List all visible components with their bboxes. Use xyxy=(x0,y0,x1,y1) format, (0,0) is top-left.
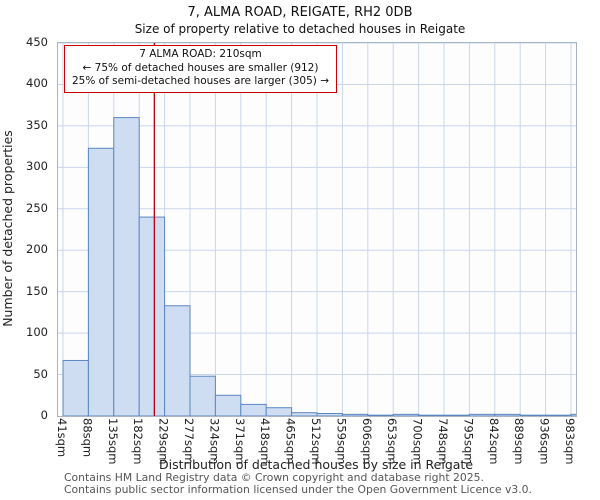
histogram-bar xyxy=(468,413,496,416)
x-tick-label: 653sqm xyxy=(385,418,400,465)
x-tick-label: 983sqm xyxy=(563,418,577,465)
histogram-bar xyxy=(291,412,318,416)
histogram-bar xyxy=(367,414,394,416)
histogram-bar xyxy=(418,414,445,416)
x-axis-tick-labels: 41sqm 88sqm 135sqm 182sqm 229sqm 277sqm 324sqm… xyxy=(55,418,597,464)
histogram-bar xyxy=(113,117,140,416)
histogram-canvas xyxy=(58,43,576,416)
x-tick-label: 748sqm xyxy=(436,418,450,465)
histogram-bar xyxy=(545,414,572,416)
y-tick-label: 200 xyxy=(26,242,48,257)
histogram-bar xyxy=(138,216,166,416)
x-tick-label: 229sqm xyxy=(156,418,171,465)
y-axis-tick-labels: 0 50 100 150 200 250 300 350 400 450 xyxy=(0,35,52,422)
x-tick-label: 936sqm xyxy=(537,418,552,465)
histogram-bar xyxy=(494,413,521,416)
x-tick-label: 182sqm xyxy=(131,418,146,465)
histogram-bar xyxy=(265,407,293,416)
property-annotation-box: 7 ALMA ROAD: 210sqm ← 75% of detached ho… xyxy=(64,45,337,93)
y-tick-label: 350 xyxy=(26,117,48,132)
y-tick-label: 300 xyxy=(26,159,48,174)
y-tick-label: 250 xyxy=(26,200,48,215)
histogram-bar xyxy=(240,403,267,416)
histogram-bar xyxy=(570,413,576,416)
x-tick-label: 371sqm xyxy=(232,418,247,465)
x-tick-label: 41sqm xyxy=(55,418,69,458)
x-tick-label: 700sqm xyxy=(410,418,425,465)
y-tick-label: 100 xyxy=(26,325,48,340)
histogram-bar xyxy=(87,147,115,416)
x-tick-label: 559sqm xyxy=(334,418,349,465)
annotation-larger-stat: 25% of semi-detached houses are larger (… xyxy=(72,75,329,88)
x-tick-label: 606sqm xyxy=(359,418,374,465)
histogram-bar xyxy=(189,375,216,416)
histogram-bar xyxy=(443,414,470,416)
histogram-bar xyxy=(164,305,191,416)
histogram-bar xyxy=(62,359,89,416)
x-tick-label: 324sqm xyxy=(207,418,222,465)
histogram-bar xyxy=(392,413,420,416)
annotation-smaller-stat: ← 75% of detached houses are smaller (91… xyxy=(82,61,319,74)
y-tick-label: 400 xyxy=(26,76,48,91)
x-tick-label: 842sqm xyxy=(486,418,501,465)
x-tick-label: 512sqm xyxy=(309,418,323,465)
footer-copyright-line2: Contains public sector information licen… xyxy=(64,483,532,496)
x-tick-label: 135sqm xyxy=(105,418,120,465)
x-tick-label: 418sqm xyxy=(258,418,273,465)
footer-copyright-line1: Contains HM Land Registry data © Crown c… xyxy=(64,471,484,484)
histogram-bar xyxy=(341,413,369,416)
chart-title: 7, ALMA ROAD, REIGATE, RH2 0DB xyxy=(187,5,413,20)
x-tick-label: 277sqm xyxy=(182,418,196,465)
histogram-bar xyxy=(316,413,343,416)
x-tick-label: 795sqm xyxy=(461,418,476,465)
y-tick-label: 150 xyxy=(26,283,48,298)
x-tick-label: 88sqm xyxy=(80,418,95,458)
histogram-bar xyxy=(214,394,242,416)
annotation-title: 7 ALMA ROAD: 210sqm xyxy=(139,48,262,60)
plot-area xyxy=(57,42,577,417)
y-tick-label: 50 xyxy=(33,366,48,381)
x-axis-label: Distribution of detached houses by size … xyxy=(158,457,474,472)
histogram-bar xyxy=(519,414,547,416)
chart-subtitle: Size of property relative to detached ho… xyxy=(134,22,466,36)
y-tick-label: 0 xyxy=(40,408,48,422)
x-tick-label: 889sqm xyxy=(512,418,527,465)
y-tick-label: 450 xyxy=(26,35,48,49)
x-tick-label: 465sqm xyxy=(283,418,298,465)
